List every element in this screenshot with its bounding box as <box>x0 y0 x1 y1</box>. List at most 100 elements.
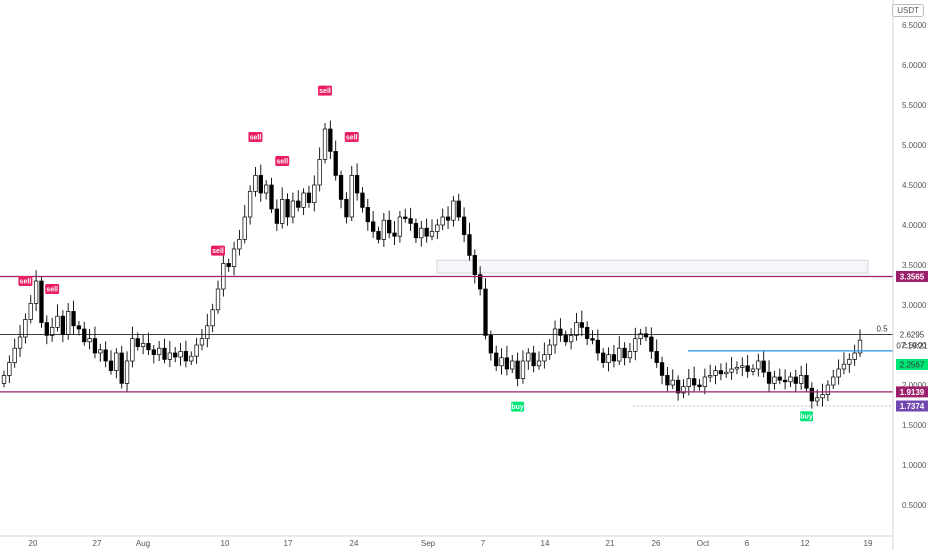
candle-down <box>285 199 290 218</box>
level-price-label: 1.9139 <box>900 388 925 397</box>
candle-down <box>643 333 649 338</box>
candle-down <box>333 151 338 176</box>
time-tick-label: 24 <box>350 539 359 548</box>
price-tick-label: 5.5000 <box>902 101 927 110</box>
candle-up <box>724 371 729 375</box>
buy-signal-badge[interactable] <box>800 411 813 422</box>
buy-signal-badge[interactable] <box>511 401 525 412</box>
candle-up <box>87 338 92 343</box>
price-tick-label: 5.0000 <box>902 141 927 150</box>
time-tick-label: Sep <box>421 539 436 548</box>
candle-up <box>1 375 7 384</box>
candle-down <box>376 231 381 240</box>
candle-up <box>49 327 55 336</box>
candle-down <box>804 375 809 389</box>
candle-up <box>28 303 33 320</box>
price-tick-label: 3.5000 <box>902 261 927 270</box>
price-tick-label: 0.5000 <box>902 501 927 510</box>
candle-up <box>617 347 622 362</box>
candle-up <box>708 375 713 378</box>
candle-down <box>408 218 413 224</box>
candle-up <box>231 248 237 267</box>
sell-signal-label: sell <box>212 248 224 255</box>
candle-down <box>515 360 520 379</box>
candle-up <box>178 351 183 358</box>
countdown-label: 07:19:21 <box>896 342 928 351</box>
time-tick-label: 10 <box>221 539 230 548</box>
candle-down <box>595 339 600 354</box>
candle-down <box>92 338 98 354</box>
candle-up <box>290 200 296 218</box>
candle-up <box>825 384 831 395</box>
candle-down <box>494 352 499 367</box>
candle-up <box>713 370 718 376</box>
fib-ratio-label: 0.5 <box>876 325 888 334</box>
candle-down <box>328 128 333 152</box>
price-tick-label: 6.0000 <box>902 61 927 70</box>
time-tick-label: 12 <box>801 539 810 548</box>
candle-down <box>761 360 766 373</box>
candle-down <box>654 351 659 363</box>
candle-up <box>499 357 504 367</box>
candle-up <box>7 362 12 376</box>
sell-signal-label: sell <box>319 88 331 95</box>
candle-up <box>815 397 820 402</box>
candle-up <box>686 378 691 387</box>
candle-up <box>381 219 386 240</box>
candle-up <box>419 227 424 239</box>
candle-up <box>681 386 686 394</box>
price-tick-label: 4.5000 <box>902 181 927 190</box>
candle-up <box>788 376 793 383</box>
sell-signal-badge[interactable] <box>248 132 263 142</box>
candle-down <box>456 200 461 218</box>
price-axis-labels: 3.3565 1.9139 2.6295 07:19:21 2.2567 1.7374 <box>896 270 928 412</box>
candle-up <box>772 376 777 384</box>
candle-up <box>552 328 558 346</box>
price-axis[interactable]: 6.5000 6.0000 5.5000 5.0000 4.5000 4.0000 3.50… <box>902 21 927 510</box>
candle-up <box>280 199 285 224</box>
sell-signal-label: sell <box>346 135 358 142</box>
candle-down <box>365 207 370 223</box>
candle-down <box>296 200 301 208</box>
candle-up <box>322 128 328 160</box>
candle-up <box>841 363 847 370</box>
sell-signal-badge[interactable] <box>18 276 33 286</box>
sell-signal-badge[interactable] <box>318 85 332 96</box>
candle-up <box>210 309 215 327</box>
candle-up <box>520 360 526 379</box>
currency-badge[interactable]: USDT <box>892 4 924 17</box>
buy-signal-label: buy <box>800 414 813 421</box>
candle-down <box>649 336 654 352</box>
candle-down <box>392 232 397 237</box>
candle-down <box>809 387 814 402</box>
candle-down <box>60 315 65 335</box>
sell-signal-badge[interactable] <box>45 284 60 294</box>
time-axis[interactable]: 20 27 Aug 10 17 24 Sep 7 14 21 26 Oct 6 12 19 <box>29 539 873 548</box>
candle-down <box>387 219 392 234</box>
candle-down <box>162 347 167 360</box>
candle-down <box>413 223 419 239</box>
candle-up <box>66 311 71 335</box>
candle-up <box>429 231 435 237</box>
candle-up <box>568 335 574 343</box>
candle-down <box>44 322 49 336</box>
candle-up <box>247 191 253 218</box>
candle-up <box>317 159 322 186</box>
price-tick-label: 1.0000 <box>902 461 927 470</box>
candle-up <box>526 352 531 362</box>
time-tick-label: Oct <box>697 539 710 548</box>
candle-down <box>766 371 772 384</box>
candle-up <box>17 336 23 349</box>
sell-signal-badge[interactable] <box>344 132 359 142</box>
candle-up <box>729 368 734 373</box>
candle-down <box>584 327 590 339</box>
sell-signal-badge[interactable] <box>275 156 290 166</box>
candle-up <box>820 394 825 399</box>
price-tick-label: 6.5000 <box>902 21 927 30</box>
candle-down <box>39 280 44 323</box>
candle-down <box>403 216 408 219</box>
sell-signal-badge[interactable] <box>211 245 225 256</box>
buy-signal-label: buy <box>511 404 524 411</box>
candle-down <box>504 357 510 370</box>
